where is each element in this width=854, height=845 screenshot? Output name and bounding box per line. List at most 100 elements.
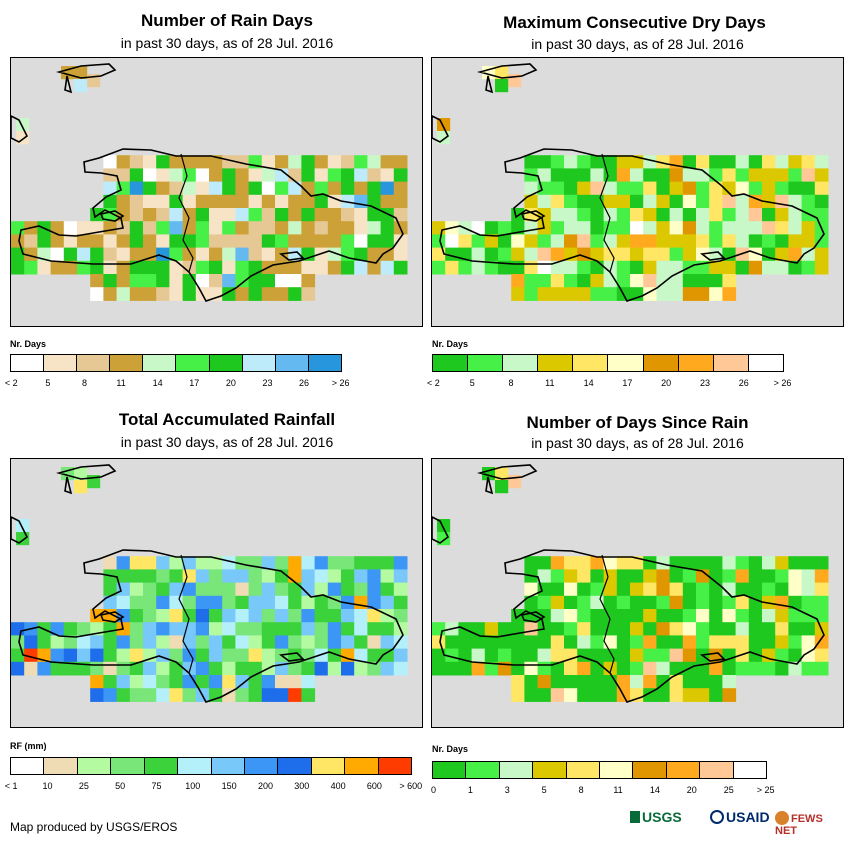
legend-tick: 11 [613, 785, 623, 795]
legend-tick: 8 [81, 378, 87, 388]
map-cell [116, 661, 131, 676]
map-cell [484, 622, 499, 636]
map-cell [696, 569, 710, 584]
map-cell [288, 181, 302, 196]
map-cell [696, 194, 710, 209]
map-cell [63, 260, 78, 275]
map-cell [261, 635, 276, 650]
map-cell [393, 234, 408, 249]
usaid-logo: USAID [710, 809, 770, 825]
map-cell [248, 582, 263, 597]
map-cell [682, 234, 697, 249]
map-cell [722, 247, 737, 262]
map-cell [656, 247, 671, 262]
legend-tick: 23 [262, 378, 273, 388]
map-cell [90, 688, 104, 702]
map-cell [590, 661, 605, 676]
map-cell [669, 595, 684, 610]
map-cell [498, 622, 512, 636]
map-cell [327, 622, 342, 636]
map-cell [248, 247, 263, 262]
map-cell [367, 582, 382, 597]
map-cell [682, 609, 697, 623]
map-cell [577, 234, 591, 249]
map-cell [762, 609, 776, 623]
map-cell [550, 181, 565, 196]
panel-title: Number of Rain Days [141, 11, 313, 30]
map-cell [656, 287, 671, 301]
map-cell [195, 622, 210, 636]
map-cell [577, 208, 591, 222]
map-cell [50, 661, 65, 676]
map-cell [261, 582, 276, 597]
map-cell [788, 181, 803, 196]
map-cell [248, 208, 263, 222]
map-cell [37, 234, 52, 249]
map-cell [261, 194, 276, 209]
map-cell [775, 234, 789, 249]
map-cell [354, 221, 368, 235]
map-cell [50, 234, 65, 249]
legend-swatch [11, 758, 45, 774]
map-cell [288, 287, 302, 301]
legend-title: Nr. Days [432, 339, 469, 349]
map-cell [577, 622, 591, 636]
map-cell [577, 675, 591, 689]
map-cell [209, 194, 223, 209]
map-cell [762, 181, 776, 196]
map-cell [616, 181, 631, 196]
map-cell [182, 155, 197, 169]
map-cell [511, 260, 525, 275]
map-cell [182, 688, 197, 702]
map-cell [537, 247, 552, 262]
map-cell [275, 595, 289, 610]
map-cell [24, 635, 38, 650]
map-cell [682, 569, 697, 584]
map-cell [722, 569, 737, 584]
legend-swatch [178, 758, 212, 774]
map-cell [696, 635, 710, 650]
map-cell [524, 221, 539, 235]
country-border [178, 153, 194, 273]
legend-swatch [308, 355, 341, 371]
map-cell [143, 688, 157, 702]
map-cell [261, 247, 276, 262]
map-cell [709, 221, 723, 235]
map-cell [524, 595, 539, 610]
map-cell [471, 622, 486, 636]
map-cell [643, 168, 657, 183]
map-cell [471, 635, 486, 650]
map-cell [63, 622, 78, 636]
map-cell [775, 582, 789, 597]
map-cell [314, 194, 329, 209]
map-cell [341, 609, 355, 623]
map-cell [341, 635, 355, 650]
map-cell [748, 595, 763, 610]
map-cell [301, 234, 316, 249]
panel-title: Number of Days Since Rain [526, 413, 749, 432]
map-cell [222, 221, 236, 235]
map-cell [748, 194, 763, 209]
map-cell [577, 221, 591, 235]
panel-subtitle: in past 30 days, as of 28 Jul. 2016 [531, 36, 744, 52]
legend-swatch [748, 355, 783, 371]
map-cell [748, 221, 763, 235]
map-cell [275, 622, 289, 636]
legend-tick: 14 [649, 785, 660, 795]
map-cell [616, 569, 631, 584]
map-cell [630, 194, 644, 209]
map-cell [235, 675, 250, 689]
map-cell [801, 247, 816, 262]
map-cell [77, 234, 91, 249]
map-grid-cells [11, 66, 408, 301]
map-cell [537, 155, 552, 169]
map-cell [393, 595, 408, 610]
map-cell [314, 622, 329, 636]
map-cell [616, 661, 631, 676]
map-cell [524, 635, 539, 650]
map-cell [314, 556, 329, 570]
map-cell [748, 208, 763, 222]
legend-tick: 20 [686, 785, 697, 795]
map-cell [432, 635, 446, 650]
map-cell [484, 260, 499, 275]
